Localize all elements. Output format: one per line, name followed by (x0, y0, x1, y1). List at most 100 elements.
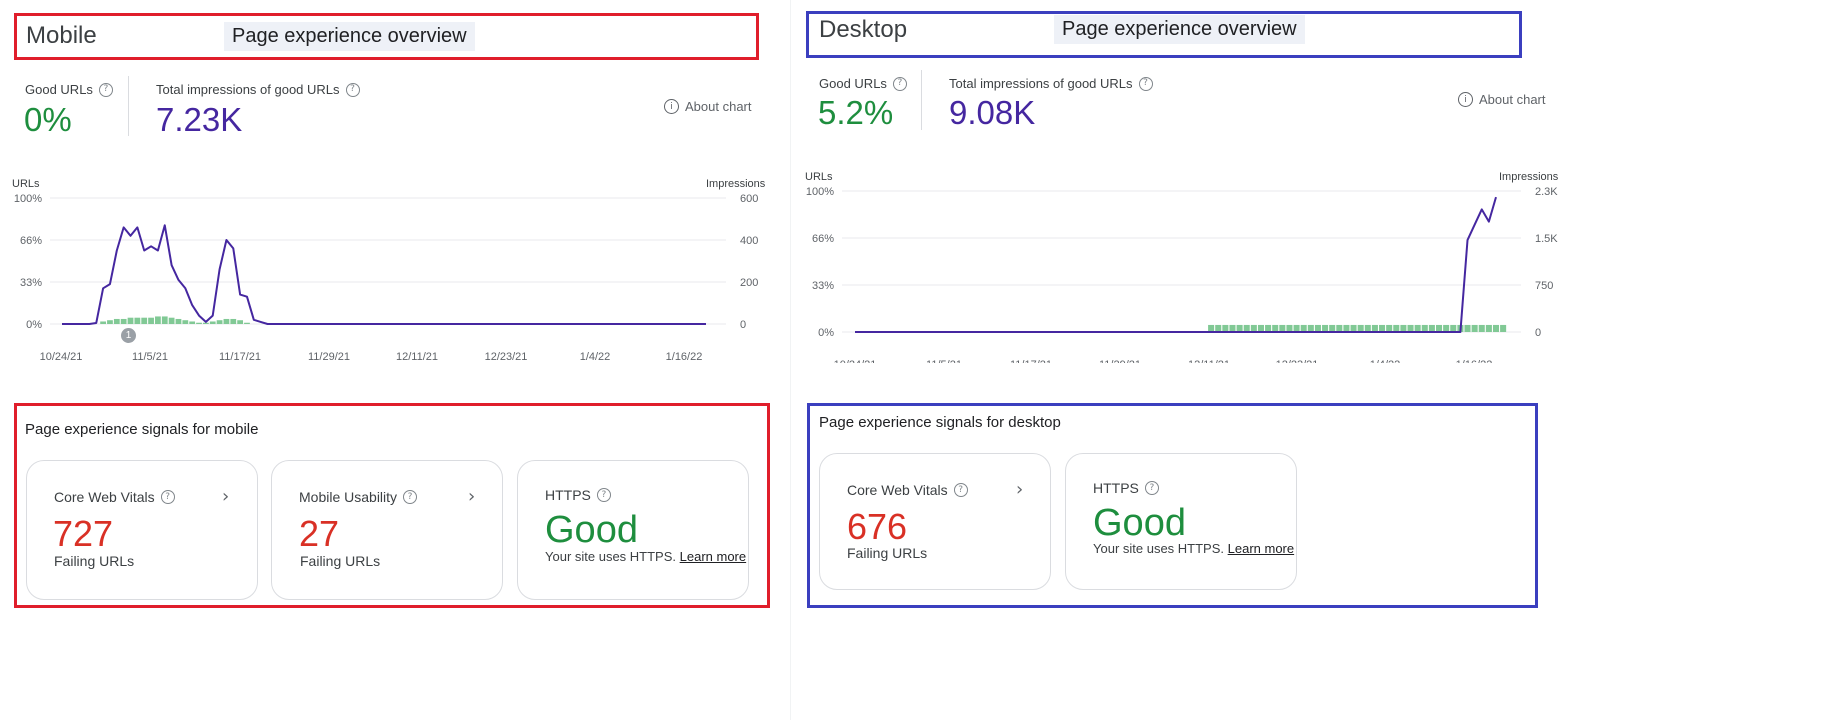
card-subtitle: Failing URLs (847, 545, 928, 561)
good-urls-bar (141, 317, 148, 324)
card-value: Good (545, 509, 638, 551)
learn-more-link[interactable]: Learn more (679, 549, 747, 564)
annotation-marker-label: 1 (125, 330, 132, 341)
good-urls-bar (1485, 324, 1492, 332)
about-chart-label: About chart (1479, 92, 1546, 107)
good-urls-bar (1428, 324, 1435, 332)
chevron-right-icon[interactable]: › (468, 486, 476, 507)
y-tick-label: 100% (14, 193, 42, 205)
card-label: HTTPS ? (545, 487, 611, 503)
desktop-signals-title: Page experience signals for desktop (819, 414, 1061, 431)
desktop-signals-frame (807, 403, 1538, 608)
card-value: 27 (299, 513, 340, 554)
good-urls-bar (1229, 324, 1236, 332)
card-value: Good (1093, 502, 1186, 544)
y2-tick-label: 600 (740, 193, 758, 205)
impressions-label-text: Total impressions of good URLs (156, 82, 340, 97)
y-tick-label: 66% (812, 233, 834, 245)
desktop-overview-tag: Page experience overview (1054, 15, 1305, 44)
desktop-good-urls-value: 5.2% (818, 94, 894, 131)
card-label-text: Mobile Usability (299, 489, 398, 505)
good-urls-bar (1279, 324, 1286, 332)
good-urls-bar (1236, 324, 1243, 332)
good-urls-bar (120, 318, 127, 324)
good-urls-bar (1314, 324, 1321, 332)
metric-divider (128, 76, 129, 136)
y-tick-label: 66% (20, 235, 42, 247)
learn-more-link[interactable]: Learn more (1227, 541, 1295, 556)
y2-tick-label: 1.5K (1535, 233, 1558, 245)
good-urls-bar (148, 317, 154, 324)
good-urls-bar (1222, 324, 1229, 332)
desktop-https-card[interactable]: HTTPS ? Good Your site uses HTTPS. Learn… (1065, 453, 1297, 590)
good-urls-bar (1400, 324, 1407, 332)
mobile-core-web-vitals-card[interactable]: Core Web Vitals ? › 727 Failing URLs (26, 460, 258, 600)
good-urls-bar (1386, 324, 1393, 332)
info-icon: i (664, 99, 679, 114)
help-icon[interactable]: ? (892, 76, 907, 91)
help-icon[interactable]: ? (953, 483, 968, 497)
card-value: 727 (53, 513, 114, 554)
good-urls-bar (244, 322, 250, 324)
desktop-header-frame (806, 11, 1522, 58)
mobile-impressions-label: Total impressions of good URLs ? (156, 82, 360, 97)
good-urls-bar (1208, 324, 1215, 332)
annotation-marker[interactable]: 1 (121, 328, 136, 343)
y2-tick-label: 0 (740, 319, 746, 331)
mobile-about-chart[interactable]: i About chart (664, 99, 752, 114)
help-icon[interactable]: ? (1138, 76, 1153, 91)
help-icon[interactable]: ? (1144, 481, 1159, 495)
good-urls-label-text: Good URLs (25, 82, 93, 97)
y2-tick-label: 400 (740, 235, 758, 247)
x-tick-label: 12/23/21 (1276, 359, 1319, 363)
good-urls-bar (1414, 324, 1421, 332)
mobile-overview-tag: Page experience overview (224, 22, 475, 51)
good-urls-bar (1492, 324, 1500, 332)
mobile-signals-frame (14, 403, 770, 608)
good-urls-bar (1379, 324, 1386, 332)
mobile-https-card[interactable]: HTTPS ? Good Your site uses HTTPS. Learn… (517, 460, 749, 600)
card-label: Core Web Vitals ? (54, 489, 175, 505)
desktop-core-web-vitals-card[interactable]: Core Web Vitals ? › 676 Failing URLs (819, 453, 1051, 590)
y-tick-label: 0% (26, 319, 42, 331)
help-icon[interactable]: ? (403, 490, 418, 504)
card-label-text: HTTPS (1093, 480, 1139, 496)
impressions-line (62, 224, 706, 325)
help-icon[interactable]: ? (345, 82, 360, 97)
card-subtitle: Your site uses HTTPS. Learn more (545, 549, 746, 564)
desktop-about-chart[interactable]: i About chart (1458, 92, 1546, 107)
good-urls-bar (237, 320, 244, 324)
y2-tick-label: 200 (740, 277, 758, 289)
help-icon[interactable]: ? (98, 82, 113, 97)
good-urls-bar (127, 317, 134, 324)
x-tick-label: 12/23/21 (485, 351, 528, 363)
good-urls-bar (196, 322, 202, 324)
mobile-signals-title: Page experience signals for mobile (25, 421, 259, 438)
good-urls-bar (230, 318, 237, 324)
mobile-usability-card[interactable]: Mobile Usability ? › 27 Failing URLs (271, 460, 503, 600)
card-label: HTTPS ? (1093, 480, 1159, 496)
mobile-left-axis-title: URLs (12, 178, 40, 190)
y-tick-label: 100% (806, 186, 834, 198)
good-urls-bar (1407, 324, 1414, 332)
chevron-right-icon[interactable]: › (222, 486, 230, 507)
card-label: Core Web Vitals ? (847, 482, 968, 498)
good-urls-bar (1393, 324, 1400, 332)
card-subtitle: Failing URLs (300, 553, 381, 569)
card-label: Mobile Usability ? (299, 489, 418, 505)
x-tick-label: 11/5/21 (132, 351, 168, 363)
good-urls-bar (1243, 324, 1250, 332)
good-urls-bar (1250, 324, 1257, 332)
y-tick-label: 33% (812, 280, 834, 292)
help-icon[interactable]: ? (596, 488, 611, 502)
good-urls-bar (1443, 324, 1450, 332)
good-urls-bar (1471, 324, 1478, 332)
good-urls-bar (1286, 324, 1293, 332)
mobile-header-frame (14, 13, 759, 60)
mobile-good-urls-value: 0% (24, 101, 72, 138)
chevron-right-icon[interactable]: › (1016, 479, 1024, 500)
x-tick-label: 11/5/21 (926, 359, 962, 363)
desktop-good-urls-label: Good URLs ? (819, 76, 907, 91)
good-urls-label-text: Good URLs (819, 76, 887, 91)
help-icon[interactable]: ? (160, 490, 175, 504)
